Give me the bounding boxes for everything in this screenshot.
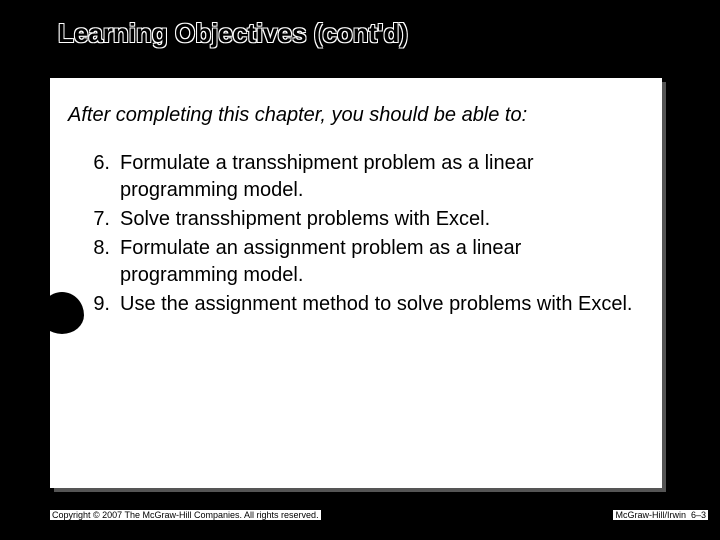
- footer-pagenum: 6–3: [691, 510, 706, 520]
- item-number: 9.: [80, 291, 110, 318]
- item-number: 8.: [80, 235, 110, 289]
- item-text: Formulate a transshipment problem as a l…: [110, 150, 635, 204]
- list-item: 8. Formulate an assignment problem as a …: [80, 235, 635, 289]
- footer-page: McGraw-Hill/Irwin 6–3: [613, 510, 708, 520]
- content-area: After completing this chapter, you shoul…: [50, 78, 662, 488]
- title-bar: Learning Objectives (cont'd): [0, 18, 720, 49]
- item-number: 7.: [80, 206, 110, 233]
- footer-copyright: Copyright © 2007 The McGraw-Hill Compani…: [50, 510, 321, 520]
- item-text: Solve transshipment problems with Excel.: [110, 206, 490, 233]
- slide-title: Learning Objectives (cont'd): [58, 18, 408, 48]
- item-text: Formulate an assignment problem as a lin…: [110, 235, 635, 289]
- list-item: 7. Solve transshipment problems with Exc…: [80, 206, 635, 233]
- objectives-list: 6. Formulate a transshipment problem as …: [80, 150, 635, 320]
- list-item: 9. Use the assignment method to solve pr…: [80, 291, 635, 318]
- footer-brand: McGraw-Hill/Irwin: [615, 510, 686, 520]
- item-number: 6.: [80, 150, 110, 204]
- bullet-icon: [40, 292, 84, 334]
- intro-text: After completing this chapter, you shoul…: [68, 104, 527, 127]
- item-text: Use the assignment method to solve probl…: [110, 291, 632, 318]
- list-item: 6. Formulate a transshipment problem as …: [80, 150, 635, 204]
